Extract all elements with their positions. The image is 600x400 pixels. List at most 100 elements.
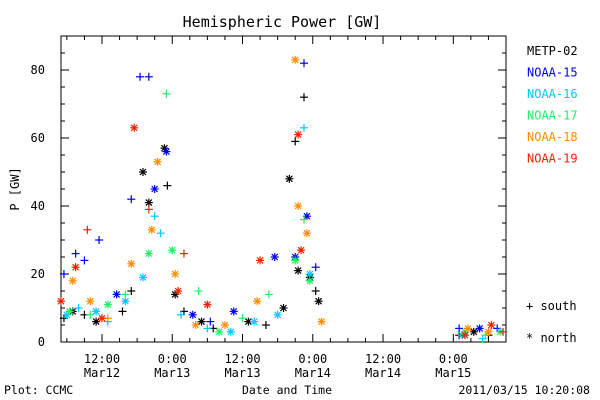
south-point-noaa-19: [499, 327, 508, 336]
north-point-noaa-17: [168, 246, 177, 255]
south-point-metp-02: [163, 181, 172, 190]
north-point-noaa-19: [97, 314, 106, 323]
x-tick-date-label: Mar13: [154, 366, 190, 380]
x-tick-time-label: 0:00: [158, 352, 187, 366]
north-point-metp-02: [197, 317, 206, 326]
y-tick-label: 60: [31, 131, 45, 145]
south-point-noaa-17: [194, 287, 203, 295]
north-point-noaa-16: [138, 273, 147, 282]
footer-plot-credit: Plot: CCMC: [4, 383, 73, 397]
north-point-noaa-19: [461, 331, 470, 340]
south-point-noaa-15: [144, 72, 153, 81]
north-point-noaa-18: [302, 229, 311, 238]
chart-title: Hemispheric Power [GW]: [183, 13, 382, 31]
north-point-noaa-19: [203, 300, 212, 309]
north-point-metp-02: [279, 304, 288, 312]
north-point-noaa-18: [86, 297, 95, 306]
y-axis-ticks: 0 20 40 60 80: [31, 35, 506, 349]
legend-entry-noaa-15: NOAA-15: [527, 66, 578, 80]
x-tick-time-label: 12:00: [84, 352, 120, 366]
series-legend: METP-02 NOAA-15 NOAA-16 NOAA-17 NOAA-18 NOAA-…: [527, 44, 578, 166]
south-point-noaa-15: [299, 59, 308, 68]
south-point-noaa-16: [156, 229, 165, 238]
north-point-noaa-15: [150, 185, 159, 193]
north-point-metp-02: [294, 266, 303, 275]
y-tick-label: 0: [38, 335, 45, 349]
north-point-noaa-17: [215, 327, 224, 336]
south-point-noaa-19: [83, 225, 92, 234]
south-point-noaa-17: [299, 215, 308, 224]
north-point-noaa-19: [294, 130, 303, 139]
x-axis-ticks: 12:00Mar120:00Mar1312:00Mar130:00Mar1412…: [66, 36, 507, 380]
north-point-noaa-16: [226, 327, 235, 336]
north-point-noaa-18: [153, 157, 162, 166]
x-tick-date-label: Mar13: [224, 366, 260, 380]
south-point-noaa-17: [86, 310, 95, 319]
north-point-noaa-19: [130, 123, 139, 132]
north-point-noaa-17: [305, 276, 314, 285]
north-point-noaa-15: [270, 253, 279, 261]
north-point-noaa-16: [250, 317, 259, 326]
south-point-noaa-16: [74, 304, 83, 312]
north-point-metp-02: [314, 297, 323, 306]
x-tick-date-label: Mar14: [365, 366, 401, 380]
south-point-noaa-16: [203, 324, 212, 333]
north-point-noaa-18: [463, 324, 472, 333]
plot-frame: [60, 35, 507, 343]
marker-legend-south: + south: [526, 299, 577, 313]
x-tick-time-label: 12:00: [365, 352, 401, 366]
north-point-noaa-18: [294, 202, 303, 210]
legend-entry-noaa-18: NOAA-18: [527, 130, 578, 144]
data-points: [57, 55, 508, 343]
north-point-noaa-17: [65, 307, 74, 316]
south-point-metp-02: [127, 287, 136, 295]
north-point-noaa-17: [291, 256, 300, 265]
north-point-noaa-18: [147, 225, 156, 234]
south-point-noaa-15: [455, 324, 464, 333]
south-point-noaa-16: [177, 310, 186, 319]
north-point-noaa-18: [191, 321, 200, 329]
x-tick-time-label: 12:00: [224, 352, 260, 366]
north-point-noaa-18: [291, 55, 300, 64]
south-point-noaa-17: [162, 89, 171, 98]
x-tick-date-label: Mar14: [295, 366, 331, 380]
x-tick-time-label: 0:00: [298, 352, 327, 366]
north-point-noaa-16: [92, 307, 101, 316]
south-point-noaa-16: [150, 212, 159, 221]
x-tick-date-label: Mar12: [84, 366, 120, 380]
y-tick-label: 80: [31, 63, 45, 77]
legend-entry-metp-02: METP-02: [527, 44, 578, 58]
north-point-noaa-19: [71, 263, 80, 272]
north-point-noaa-17: [103, 300, 112, 309]
south-point-metp-02: [118, 307, 127, 316]
north-point-noaa-15: [475, 324, 484, 333]
south-point-noaa-19: [144, 205, 153, 214]
legend-entry-noaa-16: NOAA-16: [527, 87, 578, 101]
south-point-noaa-15: [80, 256, 89, 265]
north-point-metp-02: [92, 317, 101, 326]
north-point-noaa-19: [297, 246, 306, 255]
north-point-noaa-16: [305, 270, 314, 278]
south-point-noaa-15: [206, 317, 215, 326]
north-point-noaa-18: [68, 276, 77, 285]
north-point-metp-02: [138, 168, 147, 176]
north-point-noaa-19: [487, 321, 496, 329]
north-point-noaa-18: [220, 321, 229, 329]
south-point-noaa-15: [95, 236, 104, 244]
y-tick-label: 20: [31, 267, 45, 281]
north-point-noaa-17: [144, 249, 153, 258]
north-point-metp-02: [469, 327, 478, 336]
south-point-noaa-17: [121, 290, 130, 299]
marker-legend: + south * north: [526, 299, 577, 345]
footer-timestamp: 2011/03/15 10:20:08: [458, 383, 590, 397]
north-point-noaa-18: [317, 317, 326, 326]
north-point-metp-02: [144, 198, 153, 207]
legend-entry-noaa-19: NOAA-19: [527, 152, 578, 166]
north-point-noaa-18: [253, 297, 262, 306]
south-point-noaa-17: [238, 314, 247, 323]
north-point-noaa-15: [188, 310, 197, 319]
north-point-noaa-18: [484, 327, 493, 336]
south-point-metp-02: [299, 93, 308, 102]
south-point-noaa-15: [59, 270, 68, 278]
